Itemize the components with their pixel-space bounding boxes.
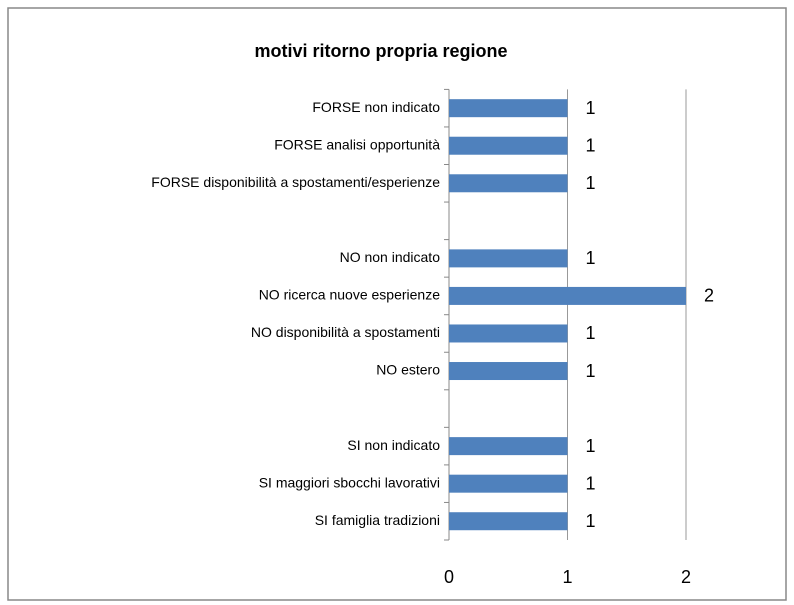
bar xyxy=(449,512,568,531)
x-tick-label: 2 xyxy=(681,567,691,587)
bar xyxy=(449,249,568,268)
y-tick-label: SI non indicato xyxy=(347,437,440,453)
value-label: 1 xyxy=(586,473,596,493)
y-tick-label: NO non indicato xyxy=(340,249,441,265)
bar xyxy=(449,474,568,493)
value-label: 1 xyxy=(586,323,596,343)
value-label: 1 xyxy=(586,361,596,381)
y-tick-label: NO disponibilità a spostamenti xyxy=(251,324,440,340)
bar xyxy=(449,286,686,305)
y-tick-label: NO ricerca nuove esperienze xyxy=(259,287,441,303)
bar xyxy=(449,437,568,456)
y-tick-label: FORSE non indicato xyxy=(312,99,440,115)
value-label: 1 xyxy=(586,98,596,118)
y-tick-label: FORSE disponibilità a spostamenti/esperi… xyxy=(151,174,440,190)
bar xyxy=(449,362,568,381)
chart-title: motivi ritorno propria regione xyxy=(254,41,507,61)
y-tick-label: SI maggiori sbocchi lavorativi xyxy=(259,474,440,490)
bar xyxy=(449,324,568,343)
value-label: 1 xyxy=(586,135,596,155)
value-label: 1 xyxy=(586,436,596,456)
value-label: 1 xyxy=(586,173,596,193)
x-tick-label: 1 xyxy=(562,567,572,587)
value-label: 1 xyxy=(586,511,596,531)
y-tick-label: SI famiglia tradizioni xyxy=(315,512,440,528)
x-tick-label: 0 xyxy=(444,567,454,587)
value-label: 2 xyxy=(704,286,714,306)
bar xyxy=(449,99,568,118)
bar xyxy=(449,136,568,155)
y-tick-label: FORSE analisi opportunità xyxy=(274,136,440,152)
y-tick-label: NO estero xyxy=(376,362,440,378)
value-label: 1 xyxy=(586,248,596,268)
bar xyxy=(449,174,568,193)
